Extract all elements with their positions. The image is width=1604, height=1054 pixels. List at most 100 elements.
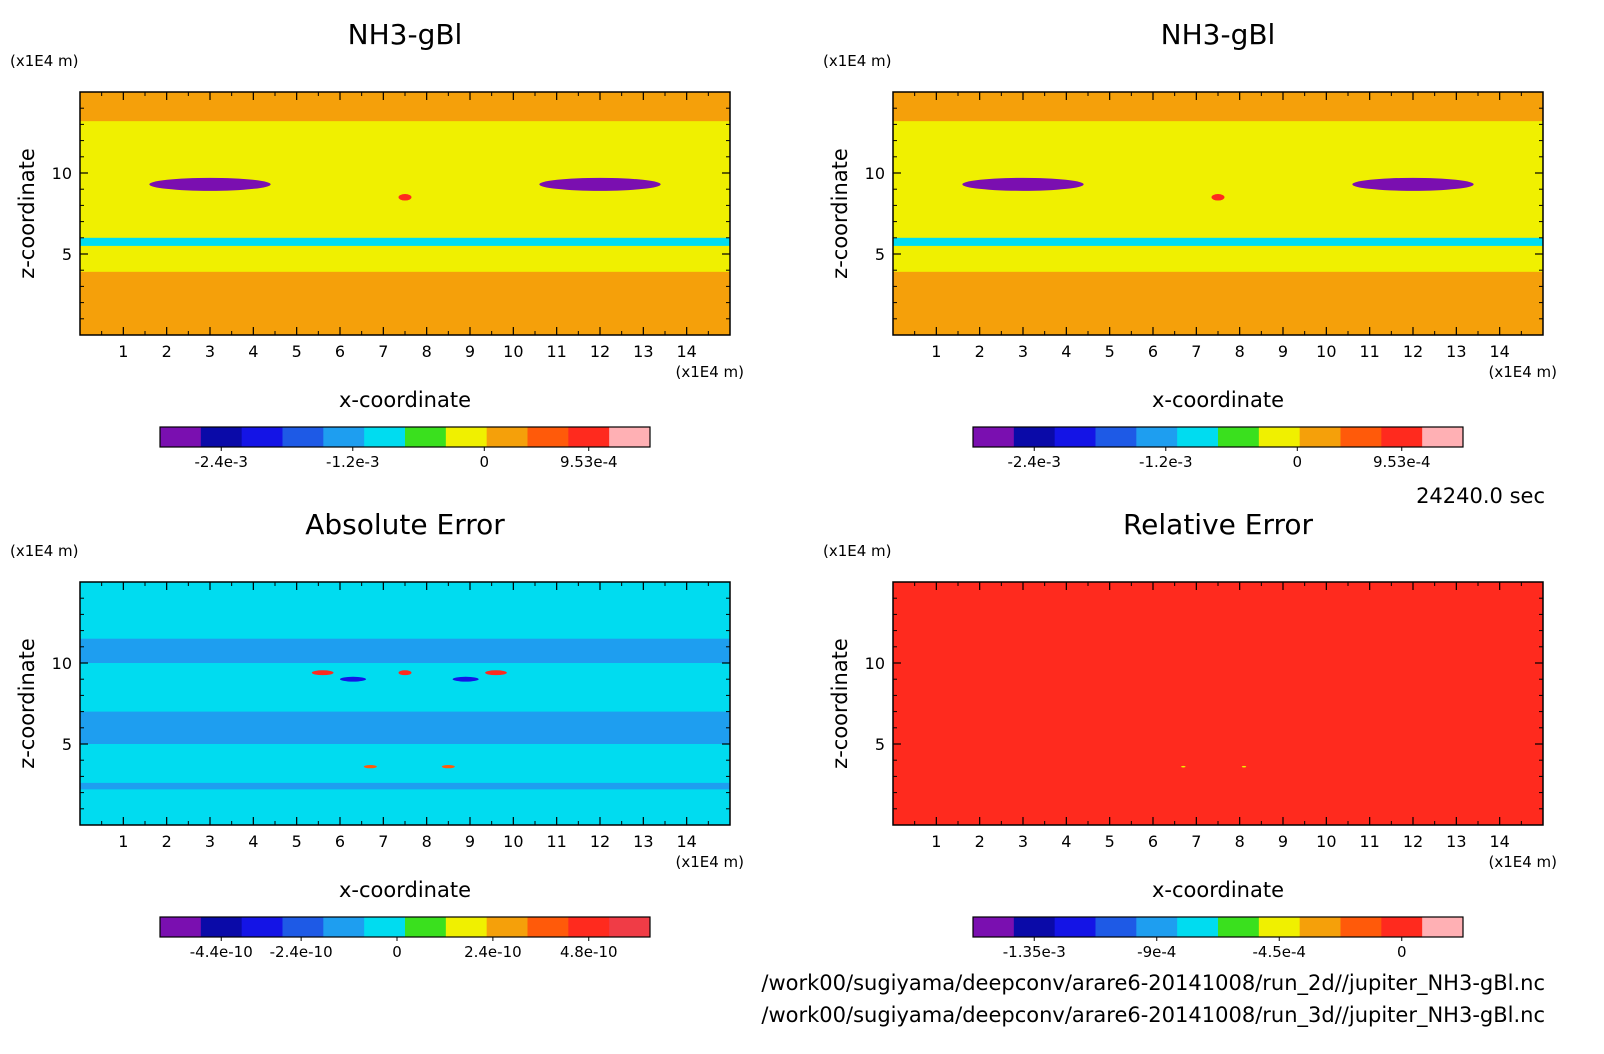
colorbar: -2.4e-3 -1.2e-3 0 9.53e-4 [159,426,651,471]
x-axis-label: x-coordinate [1152,388,1284,412]
heatmap-blob [311,670,334,676]
x-tick-label: 2 [162,342,172,361]
x-tick-label: 1 [118,832,128,851]
y-unit-label: (x1E4 m) [10,52,79,70]
x-tick-label: 11 [1359,832,1379,851]
file-path-line-2: /work00/sugiyama/deepconv/arare6-2014100… [761,1003,1545,1028]
heatmap-band [893,582,1543,607]
heatmap-blob [1211,194,1225,201]
colorbar-segment [1054,917,1096,937]
x-tick-label: 2 [975,342,985,361]
heatmap-blob [441,765,455,769]
colorbar-tick-label: 0 [392,943,402,961]
heatmap-field [80,582,730,825]
x-tick-label: 10 [503,832,523,851]
x-tick-label: 8 [422,832,432,851]
colorbar-segment [323,917,365,937]
colorbar-segment [1054,427,1096,447]
x-tick-label: 11 [546,832,566,851]
y-tick-label: 5 [875,245,885,264]
heatmap-background [893,582,1543,825]
colorbar-segment [1013,427,1056,447]
x-tick-label: 13 [633,342,653,361]
x-axis-label: x-coordinate [339,878,471,902]
colorbar-segment [1299,427,1341,447]
colorbar-segment [568,427,610,447]
chart-title: Absolute Error [305,508,505,541]
colorbar-segment [1136,427,1178,447]
colorbar-segment [1258,917,1301,937]
colorbar-segment [609,427,651,447]
colorbar-tick-label: 9.53e-4 [1373,453,1431,471]
y-tick-label: 5 [875,735,885,754]
colorbar-tick-label: 0 [480,453,490,471]
x-tick-label: 12 [1403,342,1423,361]
x-tick-label: 3 [205,832,215,851]
colorbar-segment [364,427,406,447]
colorbar-segment [200,917,243,937]
x-tick-label: 3 [1018,342,1028,361]
colorbar-tick-label: -1.2e-3 [326,453,379,471]
colorbar-segment [527,427,569,447]
x-tick-label: 5 [1105,342,1115,361]
x-tick-label: 8 [1235,832,1245,851]
colorbar-segment [282,427,324,447]
colorbar-tick-label: 0 [1293,453,1303,471]
heatmap-band [80,782,730,790]
x-tick-label: 5 [292,342,302,361]
x-tick-label: 6 [1148,832,1158,851]
x-tick-label: 12 [590,342,610,361]
heatmap-blob [1181,765,1186,768]
chart-title: Relative Error [1123,508,1314,541]
x-tick-label: 14 [676,832,696,851]
x-tick-label: 8 [422,342,432,361]
heatmap-band [80,237,730,246]
colorbar-segment [1177,427,1219,447]
colorbar: -1.35e-3 -9e-4 -4.5e-4 0 [972,916,1464,961]
y-tick-label: 5 [62,245,72,264]
x-axis-label: x-coordinate [339,388,471,412]
x-unit-label: (x1E4 m) [1488,363,1557,381]
heatmap-field [893,92,1543,335]
colorbar-segment [1177,917,1219,937]
heatmap-band [80,271,730,335]
y-axis-label: z-coordinate [828,148,852,279]
colorbar-tick-label: -9e-4 [1137,943,1176,961]
y-unit-label: (x1E4 m) [10,542,79,560]
file-path-line-1: /work00/sugiyama/deepconv/arare6-2014100… [761,971,1545,996]
colorbar-segment [1340,427,1382,447]
colorbar-segment [1136,917,1178,937]
x-tick-label: 9 [1278,832,1288,851]
x-tick-label: 1 [931,832,941,851]
x-tick-label: 2 [975,832,985,851]
colorbar-segment [241,917,283,937]
colorbar-segment [1381,427,1423,447]
colorbar-frame [159,426,651,448]
x-tick-label: 13 [1446,342,1466,361]
x-tick-label: 5 [292,832,302,851]
colorbar-segment [486,917,528,937]
x-tick-label: 3 [205,342,215,361]
chart-title: NH3-gBl [1161,18,1276,51]
colorbar-tick-label: 4.8e-10 [560,943,618,961]
x-tick-label: 12 [590,832,610,851]
y-tick-label: 10 [52,164,72,183]
heatmap-blob [452,676,479,682]
colorbar-tick-label: -1.35e-3 [1003,943,1066,961]
colorbar: -2.4e-3 -1.2e-3 0 9.53e-4 [972,426,1464,471]
y-tick-label: 10 [865,654,885,673]
colorbar-segment [405,427,447,447]
x-tick-label: 3 [1018,832,1028,851]
x-tick-label: 8 [1235,342,1245,361]
x-tick-label: 6 [335,832,345,851]
x-tick-label: 11 [546,342,566,361]
heatmap-jet [149,177,271,191]
colorbar-segment [1422,917,1464,937]
colorbar-segment [1422,427,1464,447]
colorbar-tick-label: 9.53e-4 [560,453,618,471]
y-unit-label: (x1E4 m) [823,542,892,560]
x-tick-label: 7 [1191,832,1201,851]
